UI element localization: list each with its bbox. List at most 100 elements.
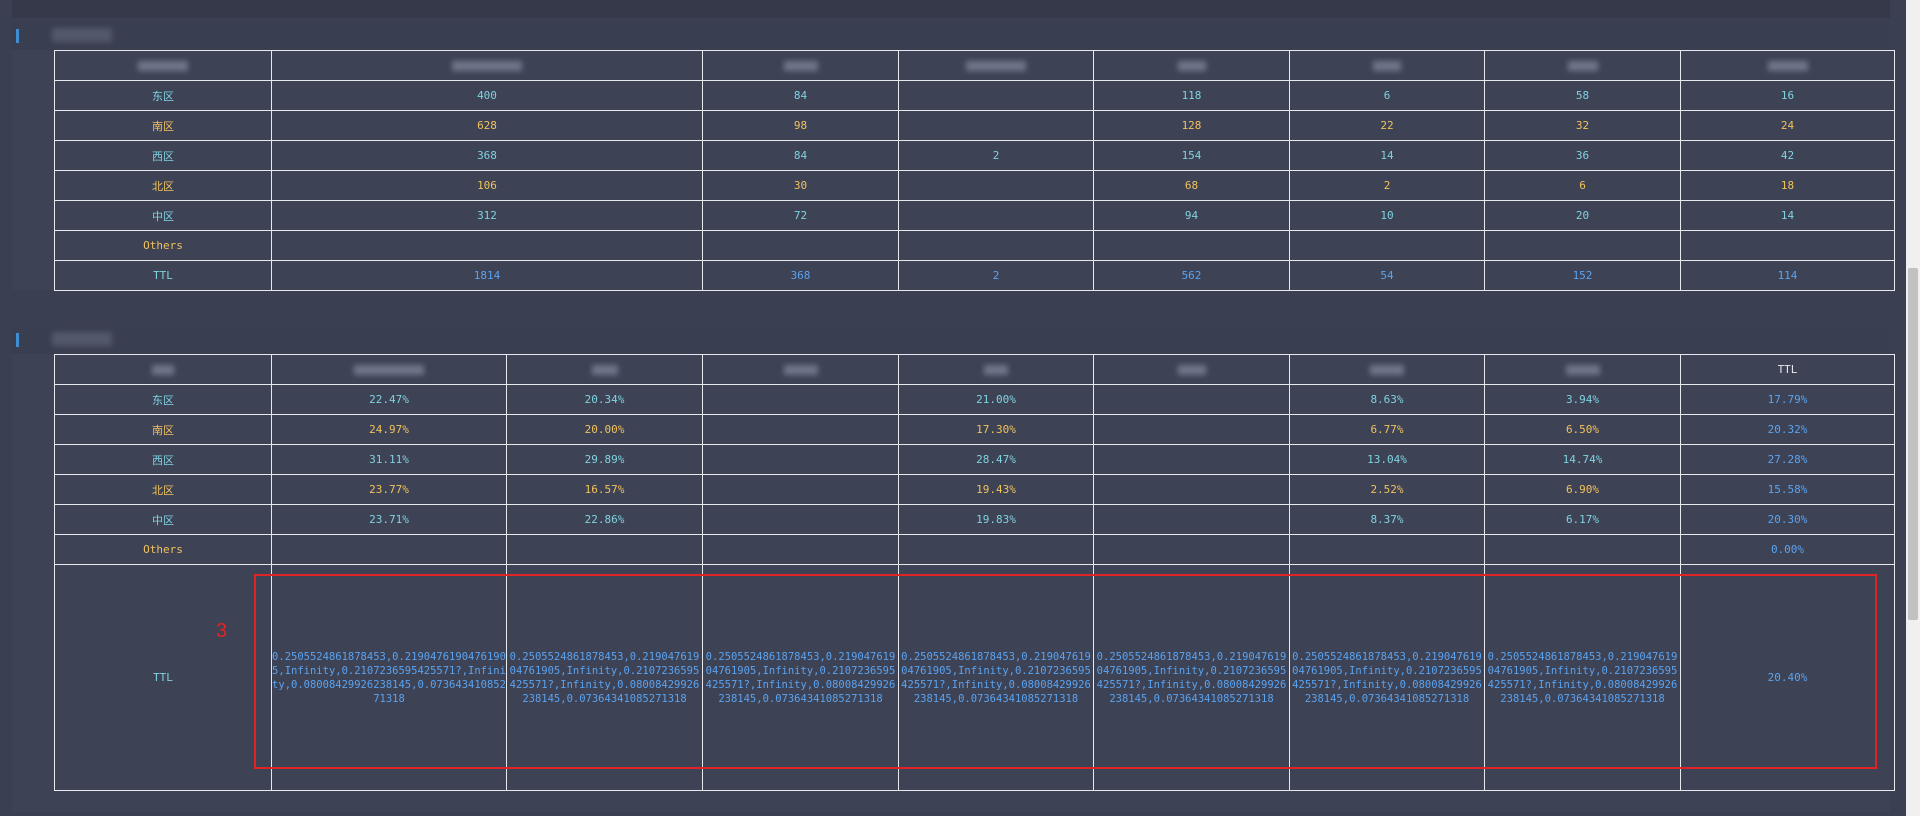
data-cell: 84 — [702, 80, 899, 111]
data-cell — [1680, 230, 1895, 261]
data-cell: 312 — [271, 200, 703, 231]
data-cell: 23.71% — [271, 504, 507, 535]
data-cell: 32 — [1484, 110, 1681, 141]
table-row: 西区 31.11% 29.89% 28.47% 13.04% 14.74% 27.28% — [54, 444, 1895, 475]
data-cell — [1289, 534, 1485, 565]
data-cell: 6 — [1289, 80, 1485, 111]
data-cell: 128 — [1093, 110, 1290, 141]
ttl-array-cell: 0.2505524861878453,0.21904761904761905,I… — [1289, 564, 1485, 791]
scrollbar-thumb[interactable] — [1908, 268, 1918, 620]
data-cell: 20 — [1484, 200, 1681, 231]
blurred-header-text — [966, 61, 1026, 71]
blurred-title — [52, 332, 112, 346]
blurred-header-text — [354, 365, 424, 375]
data-cell: 98 — [702, 110, 899, 141]
count-table: 东区4008411865816682南区62898128223224932西区3… — [54, 50, 1895, 291]
data-cell: 21.00% — [898, 384, 1094, 415]
row-label: 西区 — [54, 140, 272, 171]
header-cell — [1680, 50, 1895, 81]
ttl-total-cell: 20.40% — [1680, 564, 1895, 791]
table-row: 北区10630682618230 — [54, 170, 1895, 201]
data-cell: 28.47% — [898, 444, 1094, 475]
ttl-array-cell: 0.2505524861878453,0.21904761904761905,I… — [898, 564, 1094, 791]
data-cell: 106 — [271, 170, 703, 201]
data-cell — [898, 110, 1094, 141]
section-marker — [16, 29, 19, 43]
data-cell: 20.30% — [1680, 504, 1895, 535]
data-cell: 8.37% — [1289, 504, 1485, 535]
panel-header — [12, 22, 1890, 50]
data-cell: 13.04% — [1289, 444, 1485, 475]
data-cell — [271, 534, 507, 565]
blurred-header-text — [783, 61, 818, 71]
table-row: 中区 23.71% 22.86% 19.83% 8.37% 6.17% 20.30% — [54, 504, 1895, 535]
data-cell — [898, 230, 1094, 261]
data-cell: 2 — [1289, 170, 1485, 201]
annotation-label: 3 — [216, 620, 228, 642]
data-cell: 118 — [1093, 80, 1290, 111]
data-cell: 8.63% — [1289, 384, 1485, 415]
blurred-header-text — [1177, 61, 1206, 71]
row-label: 南区 — [54, 110, 272, 141]
data-cell: 114 — [1680, 260, 1895, 291]
header-cell — [271, 50, 703, 81]
blurred-header-text — [152, 365, 174, 375]
table-row: 西区368842154143642700 — [54, 140, 1895, 171]
data-cell: 17.30% — [898, 414, 1094, 445]
data-cell: 58 — [1484, 80, 1681, 111]
data-cell: 54 — [1289, 260, 1485, 291]
data-cell — [702, 444, 899, 475]
blurred-header-text — [452, 61, 522, 71]
blurred-header-text — [1177, 365, 1206, 375]
data-cell: 20.00% — [506, 414, 703, 445]
row-label: 北区 — [54, 170, 272, 201]
row-label: 北区 — [54, 474, 272, 505]
data-cell — [898, 170, 1094, 201]
scrollbar-track[interactable] — [1906, 0, 1920, 816]
data-cell: 42 — [1680, 140, 1895, 171]
data-cell: 18 — [1680, 170, 1895, 201]
header-row — [54, 50, 1895, 81]
header-cell — [702, 50, 899, 81]
data-cell: 1814 — [271, 260, 703, 291]
data-cell: 6 — [1484, 170, 1681, 201]
panel-header — [12, 326, 1890, 354]
data-cell: 400 — [271, 80, 703, 111]
header-cell — [506, 354, 703, 385]
data-cell: 27.28% — [1680, 444, 1895, 475]
data-cell: 368 — [271, 140, 703, 171]
data-cell: 14.74% — [1484, 444, 1681, 475]
table-row: 北区 23.77% 16.57% 19.43% 2.52% 6.90% 15.58% — [54, 474, 1895, 505]
header-row: TTL — [54, 354, 1895, 385]
data-cell — [1093, 444, 1290, 475]
data-cell — [1093, 504, 1290, 535]
data-cell: 628 — [271, 110, 703, 141]
row-label: TTL — [54, 564, 272, 791]
header-ttl: TTL — [1777, 363, 1798, 376]
data-cell: 30 — [702, 170, 899, 201]
table-row: TTL18143682562541521143066 — [54, 260, 1895, 291]
data-cell — [702, 414, 899, 445]
data-cell: 6.77% — [1289, 414, 1485, 445]
data-cell — [702, 534, 899, 565]
row-label: 中区 — [54, 504, 272, 535]
blurred-header-text — [1370, 365, 1404, 375]
data-cell: 22.47% — [271, 384, 507, 415]
row-label: 东区 — [54, 384, 272, 415]
blurred-header-text — [783, 365, 818, 375]
header-cell — [1484, 354, 1681, 385]
data-cell: 14 — [1680, 200, 1895, 231]
row-label: 东区 — [54, 80, 272, 111]
data-cell: 29.89% — [506, 444, 703, 475]
data-cell — [1289, 230, 1485, 261]
row-label: 南区 — [54, 414, 272, 445]
header-cell — [1093, 354, 1290, 385]
data-cell: 154 — [1093, 140, 1290, 171]
blurred-header-text — [138, 61, 188, 71]
data-cell: 19.43% — [898, 474, 1094, 505]
ttl-array-cell: 0.2505524861878453,0.21904761904761905,I… — [1093, 564, 1290, 791]
data-cell — [1093, 230, 1290, 261]
header-cell — [271, 354, 507, 385]
header-cell — [54, 354, 272, 385]
data-cell: 0.00% — [1680, 534, 1895, 565]
